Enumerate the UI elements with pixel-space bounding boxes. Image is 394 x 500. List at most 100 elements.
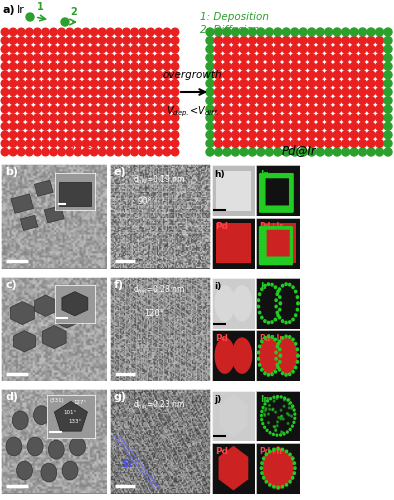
Circle shape (281, 448, 284, 451)
Circle shape (139, 122, 147, 130)
Circle shape (214, 96, 223, 104)
Circle shape (223, 54, 231, 62)
Circle shape (9, 97, 17, 104)
Circle shape (9, 80, 17, 87)
Circle shape (299, 71, 307, 79)
Circle shape (282, 71, 290, 79)
Polygon shape (54, 402, 87, 431)
Circle shape (270, 398, 271, 400)
Circle shape (155, 37, 163, 44)
Circle shape (375, 105, 383, 113)
Circle shape (299, 36, 307, 44)
Circle shape (333, 54, 341, 62)
Circle shape (163, 88, 171, 96)
Circle shape (267, 283, 269, 286)
Circle shape (274, 122, 282, 130)
Circle shape (264, 320, 266, 322)
Circle shape (333, 131, 341, 139)
Circle shape (26, 140, 33, 147)
Circle shape (260, 176, 261, 178)
Circle shape (115, 62, 122, 70)
Circle shape (261, 198, 263, 200)
Circle shape (274, 370, 277, 373)
Circle shape (267, 208, 268, 210)
Circle shape (265, 410, 266, 412)
Circle shape (223, 114, 231, 122)
Circle shape (115, 80, 122, 87)
Circle shape (283, 433, 285, 435)
Circle shape (384, 80, 392, 88)
Circle shape (281, 210, 282, 212)
Circle shape (248, 88, 256, 96)
Circle shape (17, 37, 25, 44)
Circle shape (273, 257, 275, 260)
Circle shape (375, 54, 383, 62)
Circle shape (17, 71, 25, 78)
Circle shape (275, 262, 277, 264)
Circle shape (155, 71, 163, 78)
Circle shape (259, 244, 262, 247)
Circle shape (98, 80, 106, 87)
Circle shape (257, 105, 265, 113)
Circle shape (1, 148, 9, 156)
Circle shape (291, 80, 299, 88)
Text: Pd@Ir: Pd@Ir (282, 144, 316, 157)
Circle shape (290, 254, 292, 257)
Circle shape (350, 114, 358, 122)
Circle shape (265, 62, 273, 70)
Circle shape (231, 140, 240, 147)
Circle shape (163, 37, 171, 44)
Circle shape (289, 480, 291, 483)
Circle shape (115, 140, 122, 147)
Circle shape (280, 410, 282, 411)
Circle shape (274, 114, 282, 122)
Circle shape (333, 105, 341, 113)
Circle shape (261, 196, 263, 198)
Circle shape (325, 54, 333, 62)
Circle shape (26, 62, 33, 70)
Circle shape (273, 260, 275, 262)
Circle shape (248, 122, 256, 130)
Circle shape (257, 71, 265, 79)
Circle shape (292, 186, 293, 188)
Circle shape (282, 88, 290, 96)
Circle shape (82, 71, 90, 78)
Circle shape (106, 88, 114, 96)
Circle shape (384, 122, 392, 130)
Circle shape (281, 431, 282, 433)
Circle shape (1, 88, 9, 96)
Circle shape (82, 37, 90, 44)
Circle shape (287, 399, 289, 401)
Circle shape (292, 405, 294, 407)
Circle shape (308, 114, 316, 122)
Circle shape (359, 122, 366, 130)
Circle shape (262, 229, 264, 232)
Circle shape (292, 178, 293, 180)
Circle shape (359, 36, 366, 44)
Circle shape (265, 122, 273, 130)
Circle shape (123, 114, 130, 122)
Circle shape (277, 396, 279, 398)
Circle shape (286, 174, 288, 176)
Circle shape (74, 62, 82, 70)
Circle shape (90, 62, 98, 70)
Circle shape (275, 257, 277, 260)
Circle shape (259, 254, 262, 257)
Circle shape (274, 318, 277, 321)
Text: Pd: Pd (216, 222, 229, 231)
Circle shape (290, 202, 292, 204)
Circle shape (281, 174, 282, 176)
Circle shape (286, 208, 288, 210)
Circle shape (206, 96, 214, 104)
Circle shape (74, 114, 82, 122)
Circle shape (282, 80, 290, 88)
Circle shape (139, 114, 147, 122)
Circle shape (131, 46, 138, 53)
Circle shape (257, 306, 260, 308)
Circle shape (90, 37, 98, 44)
Circle shape (325, 96, 333, 104)
Circle shape (288, 260, 290, 262)
Circle shape (163, 54, 171, 62)
Circle shape (308, 54, 316, 62)
Ellipse shape (259, 338, 280, 374)
